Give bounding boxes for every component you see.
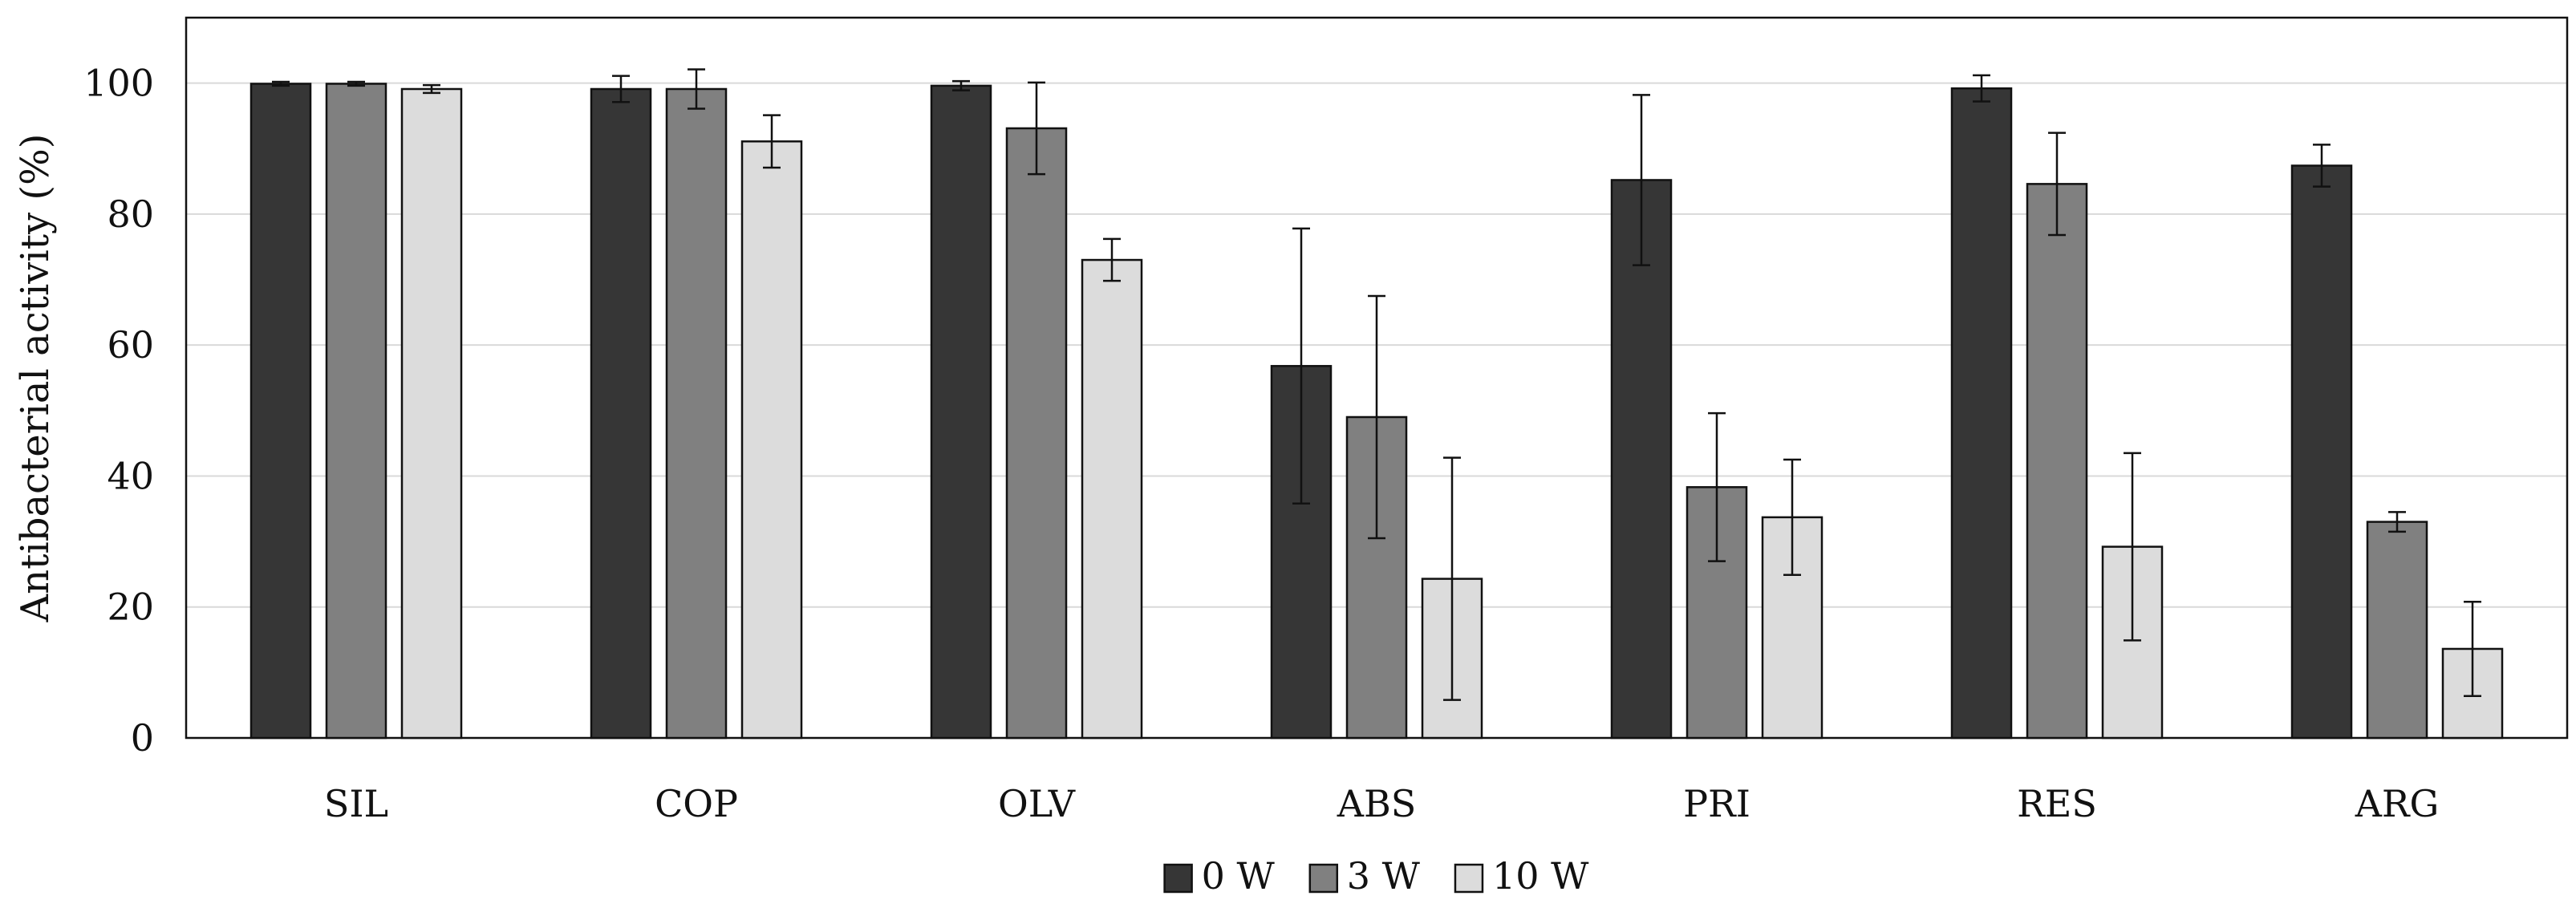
error-bar	[1443, 456, 1461, 701]
y-axis-ticks: 0 20 40 60 80 100	[83, 62, 154, 760]
error-bar	[1292, 227, 1310, 505]
y-tick-label: 60	[107, 323, 154, 367]
bar-olv-10w	[1081, 258, 1143, 740]
error-bar	[272, 80, 290, 87]
x-category-label: RES	[2017, 782, 2097, 825]
bar-pri-0w	[1610, 179, 1673, 740]
legend-item-0w: 0 W	[1163, 854, 1276, 898]
bar-cop-3w	[665, 87, 728, 740]
bar-olv-0w	[930, 84, 992, 740]
bar-sil-0w	[249, 83, 312, 740]
error-bar	[1368, 294, 1385, 540]
bar-arg-0w	[2290, 164, 2353, 740]
legend-swatch	[1163, 863, 1193, 894]
error-bar	[952, 79, 970, 91]
bar-cop-0w	[590, 87, 652, 740]
y-tick-label: 0	[131, 716, 154, 760]
x-category-label: OLV	[998, 782, 1076, 825]
bar-cop-10w	[740, 140, 803, 740]
x-category-label: ABS	[1337, 782, 1417, 825]
error-bar	[1708, 411, 1726, 562]
legend-swatch	[1308, 863, 1339, 894]
y-tick-label: 40	[107, 454, 154, 497]
error-bar	[2048, 132, 2066, 237]
error-bar	[1783, 458, 1801, 576]
error-bar	[1973, 74, 1990, 103]
bar-res-0w	[1950, 87, 2013, 740]
error-bar	[763, 114, 781, 169]
error-bar	[1028, 81, 1045, 176]
legend-item-10w: 10 W	[1454, 854, 1589, 898]
x-axis-categories: SIL COP OLV ABS PRI RES ARG	[324, 782, 2439, 825]
error-bar	[1103, 237, 1121, 282]
x-category-label: SIL	[324, 782, 388, 825]
bar-sil-10w	[400, 87, 463, 740]
bars	[249, 83, 2504, 740]
legend-swatch	[1454, 863, 1484, 894]
error-bar	[2464, 600, 2481, 698]
y-axis-title: Antibacterial activity (%)	[13, 134, 58, 623]
error-bar	[688, 68, 705, 110]
legend-item-3w: 3 W	[1308, 854, 1421, 898]
legend-label: 0 W	[1202, 854, 1276, 898]
error-bar	[347, 80, 365, 87]
error-bar	[2313, 144, 2331, 188]
bar-sil-3w	[325, 83, 387, 740]
error-bar	[423, 83, 440, 95]
error-bar	[1633, 94, 1650, 266]
bar-arg-3w	[2366, 521, 2428, 740]
error-bar	[2124, 452, 2141, 642]
y-tick-label: 100	[83, 62, 154, 105]
x-category-label: PRI	[1683, 782, 1750, 825]
bar-olv-3w	[1005, 127, 1068, 740]
legend-label: 10 W	[1492, 854, 1589, 898]
legend-label: 3 W	[1347, 854, 1421, 898]
bar-res-3w	[2026, 183, 2088, 740]
error-bar	[2388, 511, 2406, 533]
legend: 0 W 3 W 10 W	[1163, 854, 1589, 898]
y-tick-label: 20	[107, 586, 154, 629]
error-bar	[612, 75, 630, 103]
x-category-label: COP	[655, 782, 738, 825]
y-tick-label: 80	[107, 193, 154, 236]
error-bars	[272, 68, 2481, 701]
x-category-label: ARG	[2355, 782, 2440, 825]
